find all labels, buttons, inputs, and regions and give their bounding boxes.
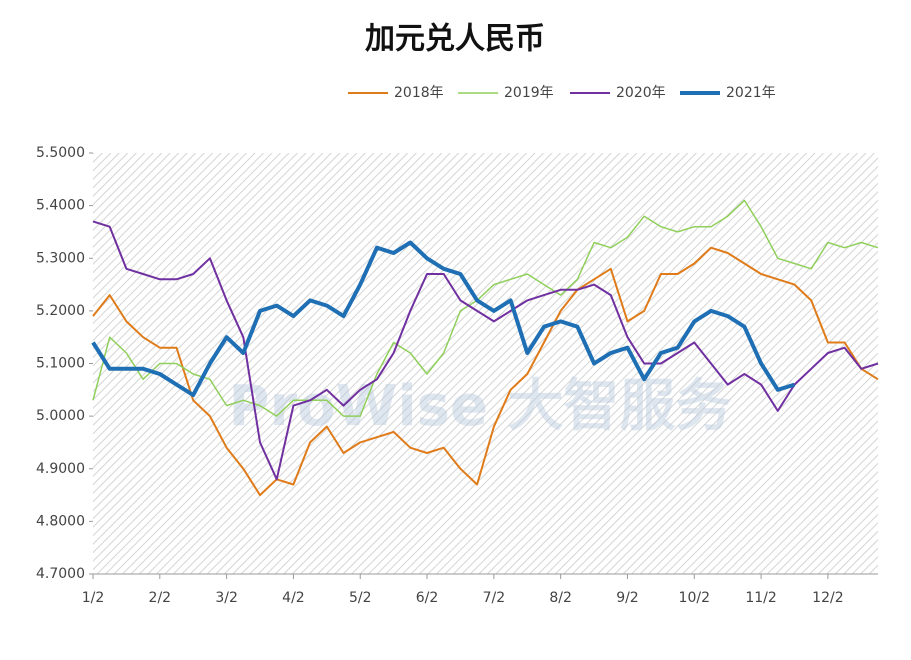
x-tick-label: 8/2 — [549, 590, 572, 606]
x-tick-label: 4/2 — [282, 590, 305, 606]
x-tick-label: 11/2 — [745, 590, 776, 606]
x-tick-label: 1/2 — [82, 590, 105, 606]
series-line — [92, 199, 879, 417]
chart-title: 加元兑人民币 — [365, 22, 545, 57]
x-tick-label: 6/2 — [416, 590, 439, 606]
y-tick-label: 4.7000 — [36, 566, 85, 582]
series-line — [92, 220, 879, 481]
y-tick-label: 5.2000 — [36, 303, 85, 319]
x-tick-label: 12/2 — [812, 590, 843, 606]
plot-background — [93, 153, 878, 574]
legend-label: 2021年 — [726, 85, 776, 101]
x-tick-label: 5/2 — [349, 590, 372, 606]
y-tick-label: 4.8000 — [36, 513, 85, 529]
y-tick-label: 5.0000 — [36, 408, 85, 424]
y-tick-label: 5.1000 — [36, 356, 85, 372]
x-tick-label: 9/2 — [616, 590, 639, 606]
y-tick-label: 4.9000 — [36, 461, 85, 477]
watermark: ProWise 大智服务 — [229, 374, 732, 439]
x-tick-label: 7/2 — [483, 590, 506, 606]
legend-label: 2019年 — [504, 85, 554, 101]
x-tick-label: 3/2 — [215, 590, 238, 606]
legend-label: 2018年 — [394, 85, 444, 101]
series-line — [91, 240, 796, 398]
x-tick-label: 10/2 — [679, 590, 710, 606]
y-tick-label: 5.4000 — [36, 198, 85, 214]
x-tick-label: 2/2 — [149, 590, 172, 606]
y-tick-label: 5.3000 — [36, 250, 85, 266]
y-tick-label: 5.5000 — [36, 145, 85, 161]
legend-label: 2020年 — [616, 85, 666, 101]
series-line — [92, 246, 879, 497]
